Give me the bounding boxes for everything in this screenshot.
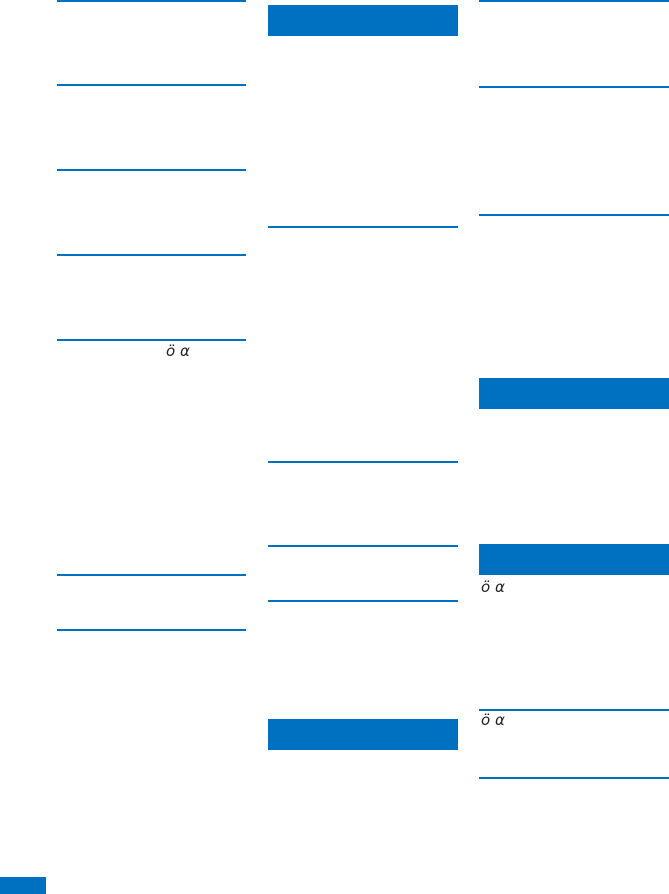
section-header-bar xyxy=(268,719,458,750)
section-rule xyxy=(268,600,458,602)
section-rule xyxy=(479,709,669,711)
section-rule xyxy=(57,84,246,86)
symbol-text: ö α xyxy=(481,711,505,729)
section-rule xyxy=(57,574,246,576)
page-tab-marker xyxy=(0,877,46,894)
section-rule xyxy=(479,86,669,88)
section-header-bar xyxy=(479,544,669,575)
section-rule xyxy=(57,254,246,256)
section-rule xyxy=(479,214,669,216)
section-rule xyxy=(57,169,246,171)
section-rule xyxy=(57,339,246,341)
section-header-bar xyxy=(268,5,458,36)
section-rule xyxy=(268,461,458,463)
section-header-bar xyxy=(479,378,669,409)
symbol-text: ö α xyxy=(166,342,190,360)
section-rule xyxy=(479,0,669,2)
symbol-text: ö α xyxy=(481,578,505,596)
section-rule xyxy=(268,545,458,547)
section-rule xyxy=(268,226,458,228)
section-rule xyxy=(479,777,669,779)
section-rule xyxy=(57,629,246,631)
section-rule xyxy=(57,0,246,2)
